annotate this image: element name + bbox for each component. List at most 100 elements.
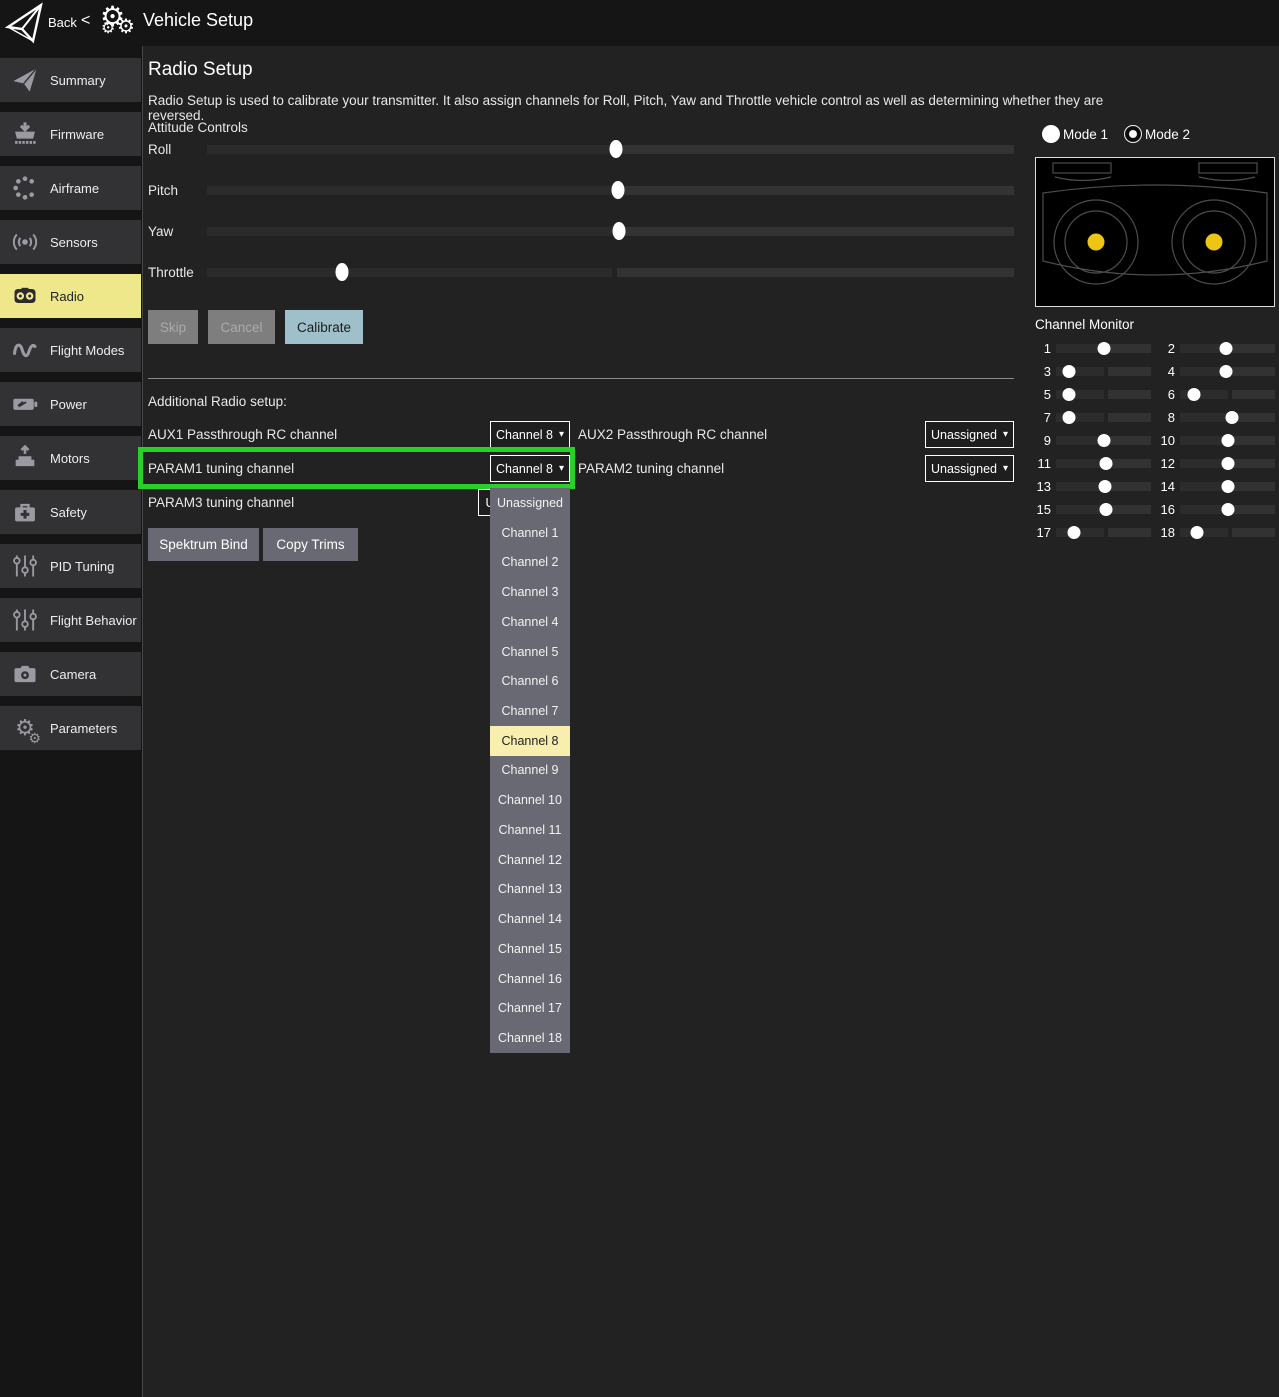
- dropdown-option[interactable]: Channel 7: [501, 704, 559, 718]
- channel-monitor-heading: Channel Monitor: [1035, 317, 1135, 332]
- channel-monitor-row: 7: [1035, 406, 1151, 429]
- airframe-icon: [10, 173, 40, 203]
- app-logo-paper-plane-icon[interactable]: [5, 2, 45, 44]
- channel-monitor-row: 9: [1035, 429, 1151, 452]
- mode-2-radio[interactable]: [1124, 125, 1142, 143]
- channel-value-dot: [1067, 526, 1081, 539]
- dropdown-option[interactable]: Channel 16: [498, 971, 562, 986]
- channel-monitor-row: 17: [1035, 521, 1151, 544]
- sidebar-item-flight-behavior[interactable]: Flight Behavior: [0, 598, 141, 642]
- sidebar-item-camera[interactable]: Camera: [0, 652, 141, 696]
- sidebar-item-label: Sensors: [50, 234, 98, 250]
- pitch-slider-handle[interactable]: [611, 181, 625, 199]
- channel-monitor-row: 4: [1159, 360, 1275, 383]
- channel-number: 6: [1167, 387, 1175, 402]
- channel-bar: [1180, 480, 1275, 493]
- dropdown-option[interactable]: Channel 13: [498, 882, 562, 897]
- channel-value-dot: [1099, 503, 1113, 516]
- sidebar-item-power[interactable]: Power: [0, 382, 141, 426]
- yaw-slider-label: Yaw: [148, 224, 174, 239]
- channel-number: 14: [1160, 479, 1175, 494]
- sidebar-item-label: Flight Modes: [50, 342, 125, 358]
- aux2-passthrough-label: AUX2 Passthrough RC channel: [578, 427, 768, 442]
- yaw-slider-handle[interactable]: [612, 222, 626, 240]
- back-button[interactable]: Back: [48, 15, 77, 30]
- dropdown-option[interactable]: Channel 1: [501, 525, 559, 540]
- sidebar-item-label: Flight Behavior: [50, 612, 137, 628]
- channel-value-dot: [1062, 365, 1076, 378]
- calibrate-button[interactable]: Calibrate: [285, 310, 363, 344]
- sidebar-item-parameters[interactable]: ⚙ ⚙ Parameters: [0, 706, 141, 750]
- dropdown-option[interactable]: Channel 11: [498, 822, 562, 837]
- yaw-slider[interactable]: [207, 222, 1014, 240]
- channel-number: 2: [1167, 341, 1175, 356]
- sidebar-item-label: Parameters: [50, 720, 118, 736]
- channel-bar: [1180, 434, 1275, 447]
- mode-1-label: Mode 1: [1063, 127, 1109, 142]
- skip-button[interactable]: Skip: [148, 310, 198, 344]
- roll-slider[interactable]: [207, 140, 1014, 158]
- sidebar-item-label: PID Tuning: [50, 558, 115, 574]
- channel-bar: [1180, 411, 1275, 424]
- channel-monitor-row: 1: [1035, 337, 1151, 360]
- sidebar-item-summary[interactable]: Summary: [0, 58, 141, 102]
- sidebar-item-motors[interactable]: Motors: [0, 436, 141, 480]
- throttle-slider[interactable]: [207, 263, 1014, 281]
- channel-value-dot: [1062, 388, 1076, 401]
- channel-monitor-row: 15: [1035, 498, 1151, 521]
- dropdown-option[interactable]: Channel 5: [501, 644, 559, 659]
- pitch-slider-label: Pitch: [148, 183, 179, 198]
- aux2-passthrough-dropdown[interactable]: Unassigned: [925, 421, 1014, 448]
- sidebar-item-airframe[interactable]: Airframe: [0, 166, 141, 210]
- dropdown-option[interactable]: Channel 17: [498, 1001, 562, 1016]
- chevron-down-icon: [1003, 463, 1008, 474]
- dropdown-option[interactable]: Channel 9: [501, 763, 559, 778]
- spektrum-bind-button[interactable]: Spektrum Bind: [148, 528, 259, 561]
- channel-number: 9: [1043, 433, 1051, 448]
- dropdown-option[interactable]: Unassigned: [496, 495, 563, 510]
- dropdown-option[interactable]: Channel 6: [501, 674, 559, 689]
- dropdown-option[interactable]: Channel 10: [498, 793, 562, 808]
- dropdown-option[interactable]: Channel 14: [498, 912, 562, 927]
- additional-radio-setup-heading: Additional Radio setup:: [148, 394, 287, 409]
- roll-slider-handle[interactable]: [609, 140, 623, 158]
- safety-first-aid-icon: [10, 497, 40, 527]
- dropdown-option[interactable]: Channel 3: [501, 585, 559, 600]
- param1-tuning-dropdown[interactable]: Channel 8: [490, 455, 570, 482]
- sidebar-item-radio[interactable]: Radio: [0, 274, 141, 318]
- channel-bar: [1180, 342, 1275, 355]
- dropdown-option-selected[interactable]: Channel 8: [490, 725, 570, 756]
- dropdown-option[interactable]: Channel 15: [498, 941, 562, 956]
- channel-bar: [1056, 480, 1151, 493]
- channel-monitor-row: 18: [1159, 521, 1275, 544]
- copy-trims-button[interactable]: Copy Trims: [263, 528, 358, 561]
- mode-1-radio[interactable]: [1042, 125, 1060, 143]
- channel-monitor-row: 2: [1159, 337, 1275, 360]
- sidebar-item-safety[interactable]: Safety: [0, 490, 141, 534]
- channel-number: 7: [1043, 410, 1051, 425]
- sidebar-item-sensors[interactable]: Sensors: [0, 220, 141, 264]
- channel-monitor-row: 16: [1159, 498, 1275, 521]
- aux1-passthrough-dropdown[interactable]: Channel 8: [490, 421, 570, 448]
- dropdown-option[interactable]: Channel 4: [501, 614, 559, 629]
- sidebar-item-pid-tuning[interactable]: PID Tuning: [0, 544, 141, 588]
- channel-number: 18: [1160, 525, 1175, 540]
- channel-bar: [1056, 457, 1151, 470]
- cancel-button[interactable]: Cancel: [208, 310, 275, 344]
- sensors-icon: [10, 227, 40, 257]
- channel-number: 16: [1160, 502, 1175, 517]
- dropdown-option[interactable]: Channel 18: [498, 1031, 562, 1046]
- dropdown-option[interactable]: Channel 2: [501, 555, 559, 570]
- section-divider: [148, 378, 1014, 379]
- dropdown-option[interactable]: Channel 12: [498, 852, 562, 867]
- sidebar-divider: [142, 46, 143, 1397]
- pitch-slider[interactable]: [207, 181, 1014, 199]
- sidebar-item-firmware[interactable]: Firmware: [0, 112, 141, 156]
- channel-monitor-row: 12: [1159, 452, 1275, 475]
- sidebar-item-label: Safety: [50, 504, 87, 520]
- sidebar-item-flight-modes[interactable]: Flight Modes: [0, 328, 141, 372]
- param2-tuning-dropdown[interactable]: Unassigned: [925, 455, 1014, 482]
- channel-bar: [1056, 411, 1151, 424]
- throttle-slider-handle[interactable]: [335, 263, 349, 281]
